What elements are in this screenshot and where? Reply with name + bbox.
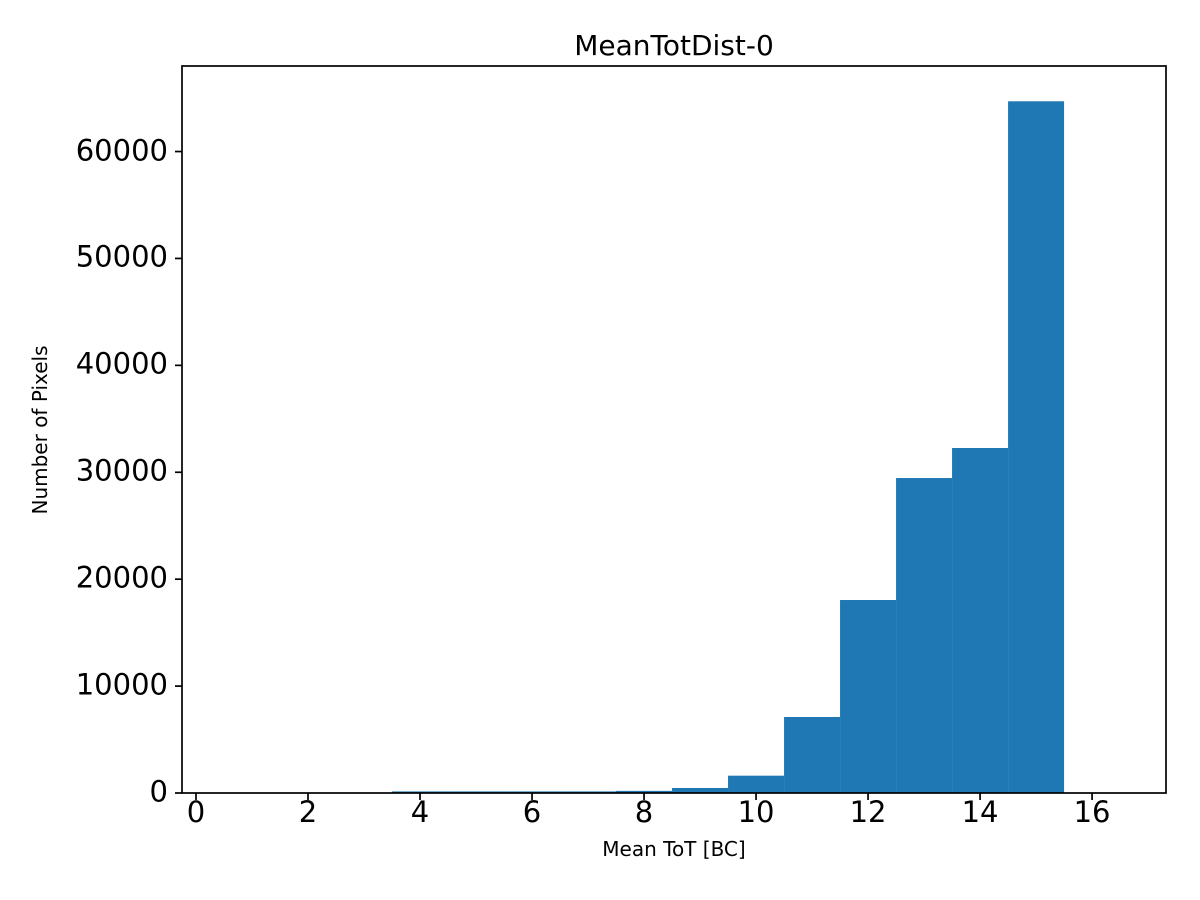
histogram-bar <box>952 448 1009 793</box>
x-tick-label: 4 <box>410 795 430 829</box>
y-tick-label: 60000 <box>75 132 168 167</box>
x-axis-label: Mean ToT [BC] <box>602 837 746 861</box>
x-tick-label: 6 <box>522 795 542 829</box>
histogram-bar <box>672 787 729 793</box>
histogram-bar <box>784 716 841 793</box>
x-tick-label: 16 <box>1073 795 1111 829</box>
x-tick-label: 12 <box>849 795 887 829</box>
y-tick-label: 20000 <box>75 560 168 595</box>
x-tick-label: 8 <box>634 795 654 829</box>
chart-title: MeanTotDist-0 <box>574 29 774 62</box>
y-tick-label: 50000 <box>75 239 168 274</box>
x-tick-label: 10 <box>737 795 775 829</box>
histogram-bar <box>1008 101 1065 793</box>
histogram-bar <box>728 775 785 793</box>
histogram-bar <box>896 478 953 793</box>
x-tick-label: 14 <box>961 795 999 829</box>
histogram-bar <box>840 600 897 793</box>
x-tick-label: 2 <box>298 795 318 829</box>
histogram-bar <box>616 790 673 793</box>
y-tick-label: 10000 <box>75 667 168 702</box>
y-tick-label: 40000 <box>75 346 168 381</box>
axes-spines <box>181 65 1167 794</box>
y-axis-label: Number of Pixels <box>28 345 52 515</box>
y-tick-label: 30000 <box>75 453 168 488</box>
y-tick-label: 0 <box>149 774 168 809</box>
x-tick-label: 0 <box>186 795 206 829</box>
